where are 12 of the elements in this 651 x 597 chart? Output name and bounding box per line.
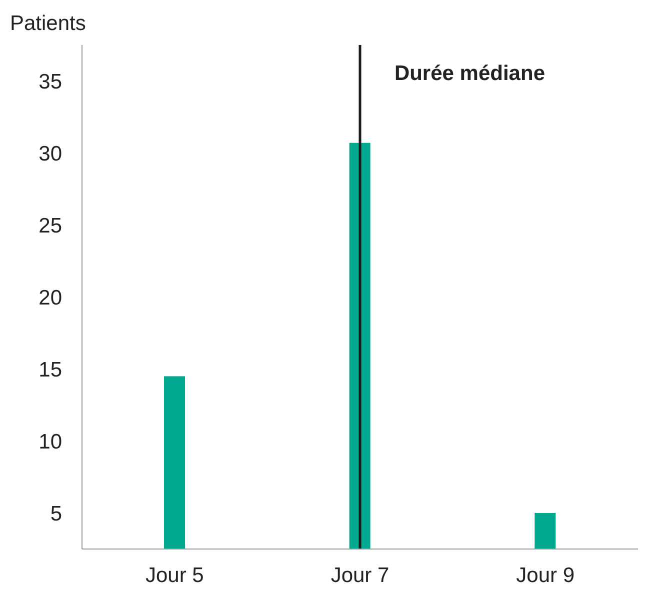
y-tick-label: 10 bbox=[38, 430, 62, 454]
x-tick-label: Jour 7 bbox=[330, 564, 390, 587]
y-tick-label: 15 bbox=[38, 358, 62, 382]
y-tick-label: 5 bbox=[50, 502, 62, 526]
y-tick-label: 20 bbox=[38, 286, 62, 310]
ref-line-label: Durée médiane bbox=[394, 62, 545, 85]
x-tick-label: Jour 5 bbox=[145, 564, 204, 587]
x-tick-label: Jour 9 bbox=[516, 564, 575, 587]
y-axis-title: Patients bbox=[10, 12, 86, 36]
y-tick-label: 35 bbox=[38, 70, 62, 94]
y-tick-label: 25 bbox=[38, 214, 62, 238]
y-tick-label: 30 bbox=[38, 142, 62, 166]
